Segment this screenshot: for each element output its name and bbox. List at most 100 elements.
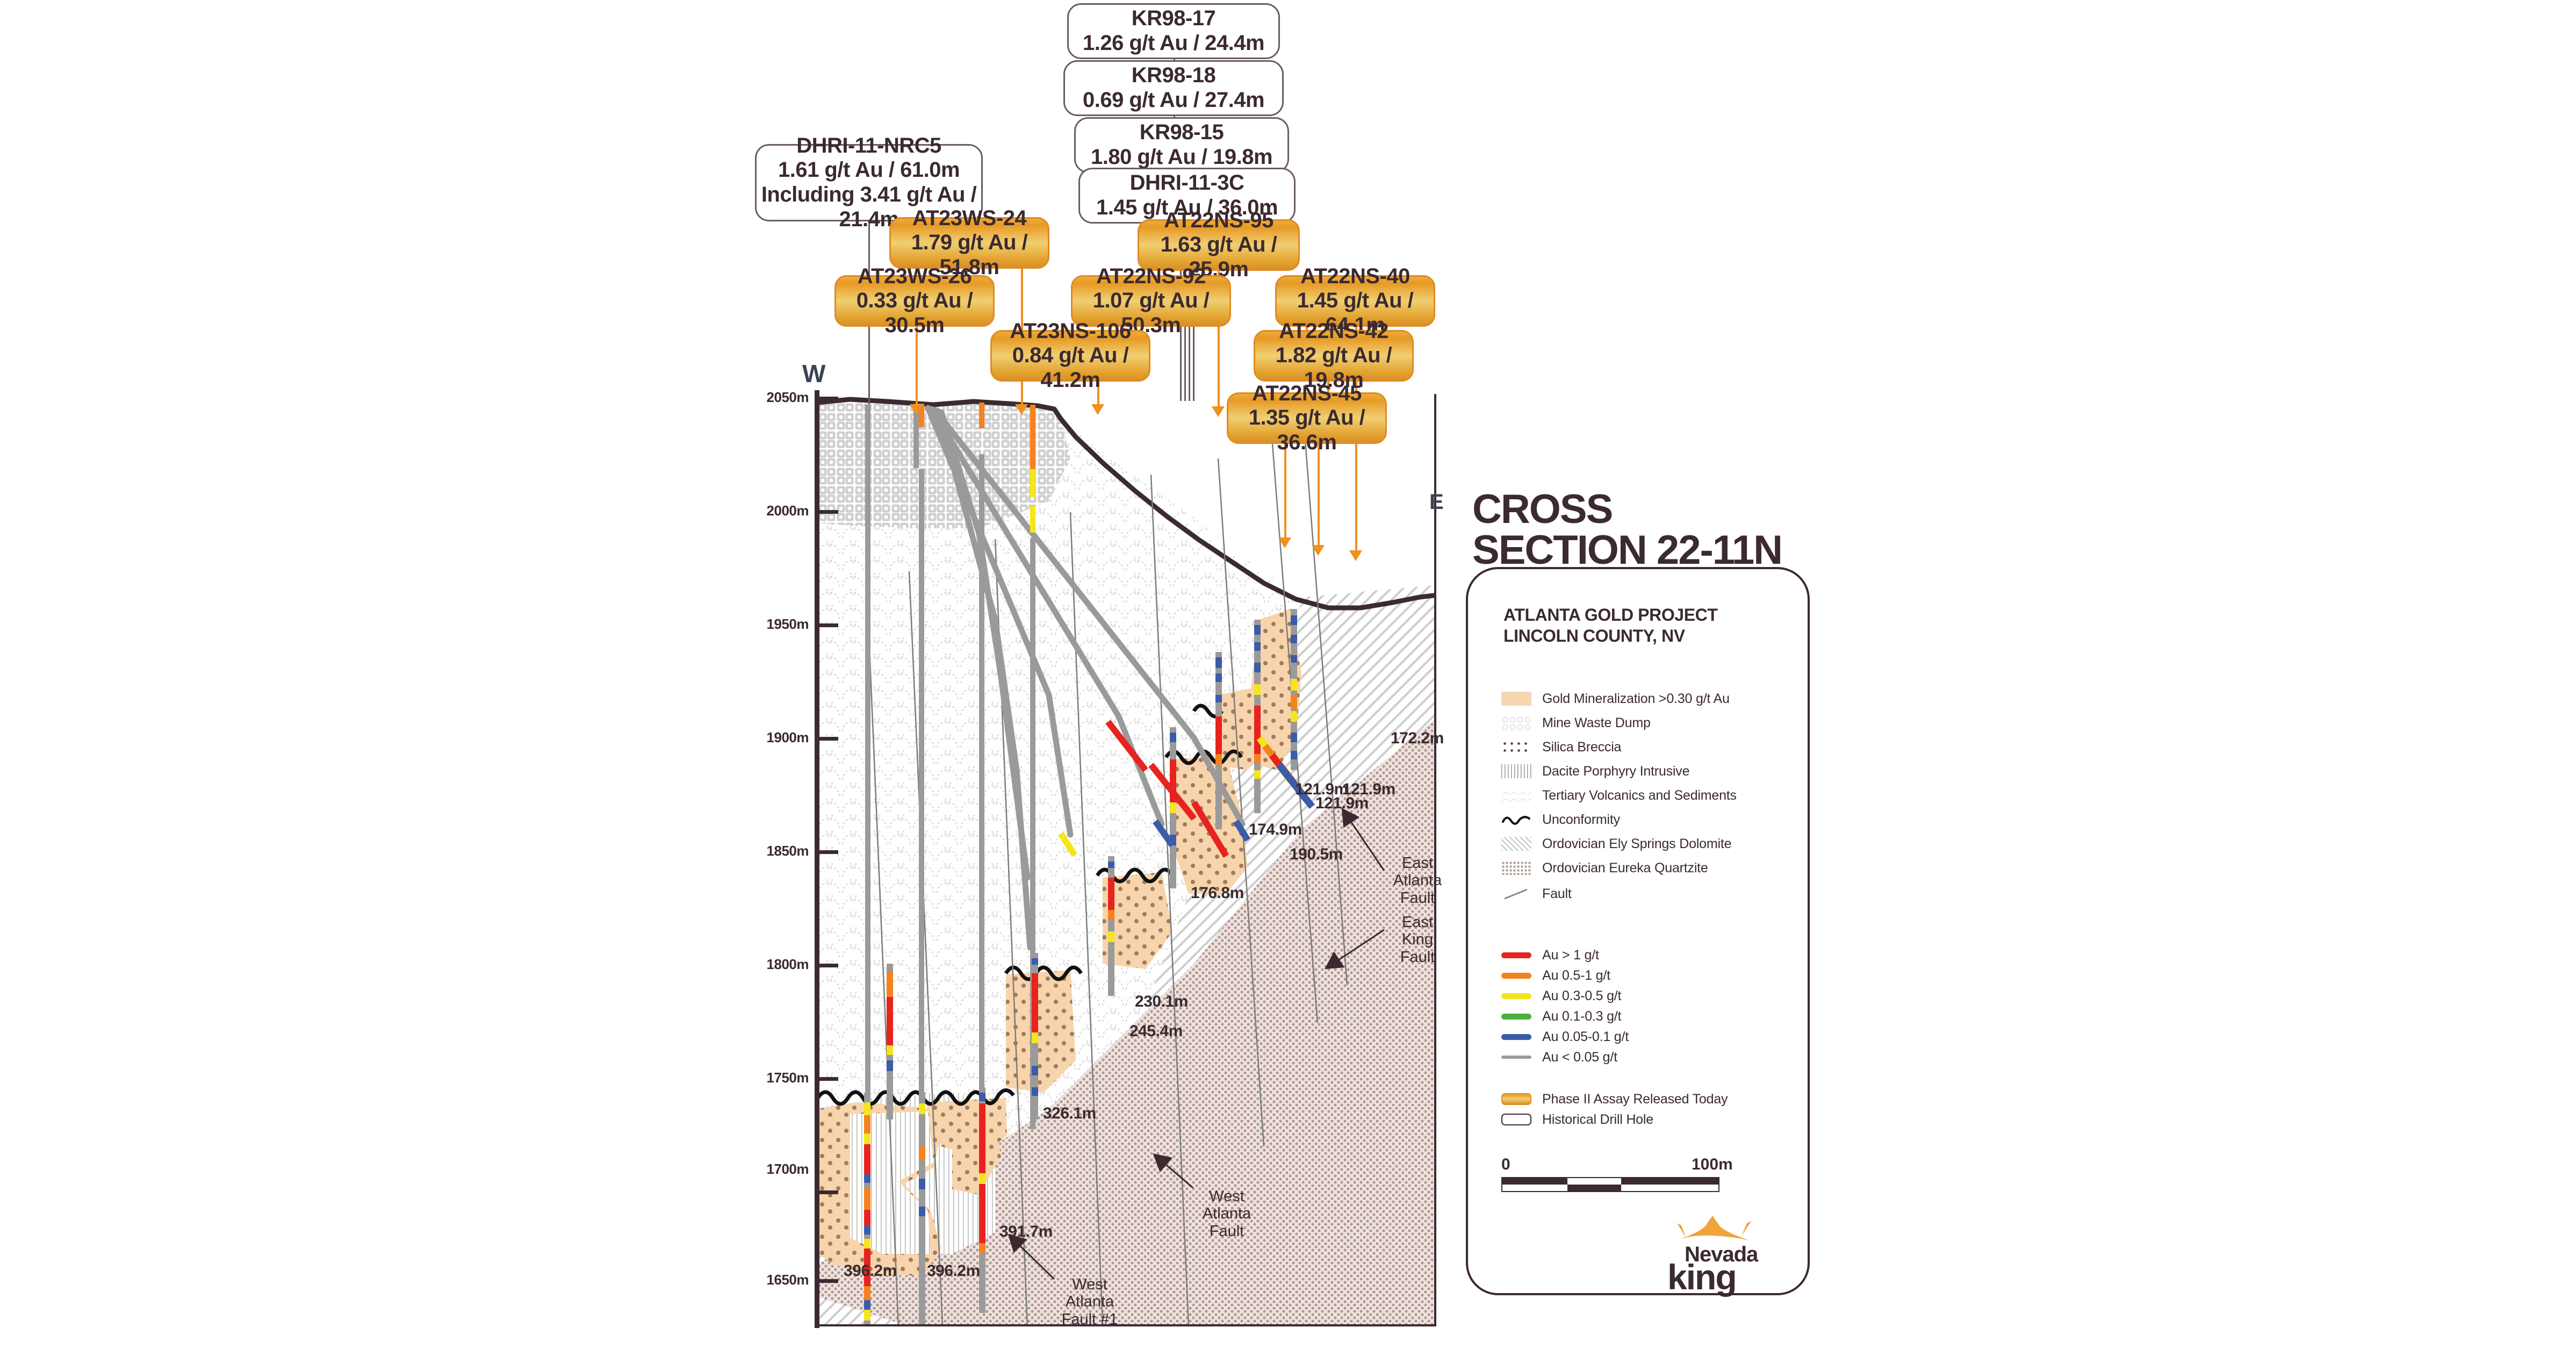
leader-arrowhead — [1015, 404, 1028, 415]
legend-label: Gold Mineralization >0.30 g/t Au — [1542, 691, 1730, 706]
dacite-porphyry-swatch — [1501, 764, 1531, 778]
legend-card — [1466, 567, 1810, 1295]
elevation-axis — [815, 390, 819, 1328]
callout-assay: 1.26 g/t Au / 24.4m — [1082, 31, 1265, 55]
callout-hole-id: AT22NS-92 — [1096, 264, 1206, 288]
depth-label-172-2: 172.2m — [1391, 729, 1444, 747]
legend-label: Tertiary Volcanics and Sediments — [1542, 787, 1737, 803]
legend-item-gold-mineralization: Gold Mineralization >0.30 g/t Au — [1501, 691, 1730, 707]
axis-tick — [817, 1279, 838, 1283]
legend-label: Au 0.05-0.1 g/t — [1542, 1029, 1629, 1044]
callout-dhri-11-3c[interactable]: DHRI-11-3C 1.45 g/t Au / 36.0m — [1078, 168, 1296, 224]
drill-hole-trace — [979, 454, 984, 1123]
callout-kr98-15[interactable]: KR98-15 1.80 g/t Au / 19.8m — [1074, 117, 1289, 173]
legend-item-au-01-03: Au 0.1-0.3 g/t — [1501, 1008, 1622, 1024]
legend-label: Fault — [1542, 886, 1572, 901]
legend-label: Au 0.3-0.5 g/t — [1542, 988, 1622, 1003]
east-assay-intervals — [1256, 736, 1315, 809]
scale-end-label: 100m — [1692, 1156, 1733, 1173]
leader-line — [1355, 444, 1357, 551]
legend-label: Phase II Assay Released Today — [1542, 1091, 1728, 1107]
callout-assay: 1.61 g/t Au / 61.0m — [778, 158, 960, 182]
axis-label-1850: 1850m — [766, 843, 809, 859]
leader-line — [1097, 382, 1099, 407]
phase2-assay-swatch — [1501, 1093, 1531, 1105]
axis-label-2000: 2000m — [766, 503, 809, 519]
callout-at23ws-24[interactable]: AT23WS-24 1.79 g/t Au / 51.8m — [889, 206, 1049, 279]
drill-hole-trace — [865, 405, 870, 1114]
crown-icon — [1677, 1216, 1751, 1240]
legend-item-eureka-quartzite: Ordovician Eureka Quartzite — [1501, 860, 1708, 876]
callout-hole-id: AT22NS-95 — [1164, 208, 1273, 232]
leader-line — [1318, 444, 1320, 546]
legend-item-mine-waste-dump: Mine Waste Dump — [1501, 715, 1651, 731]
callout-assay: 1.45 g/t Au / 36.0m — [1096, 196, 1278, 219]
callout-assay: 1.80 g/t Au / 19.8m — [1090, 145, 1273, 169]
direction-marker-west: W — [802, 360, 826, 388]
callout-assay: 1.35 g/t Au / 36.6m — [1248, 406, 1365, 454]
axis-tick — [817, 964, 838, 967]
axis-tick — [817, 510, 838, 514]
fault-label-west-atlanta: West Atlanta Fault — [1202, 1188, 1251, 1240]
legend-item-fault: Fault — [1501, 886, 1572, 902]
callout-hole-id: AT23WS-24 — [912, 206, 1027, 230]
legend-item-au-05-1: Au 0.5-1 g/t — [1501, 967, 1610, 984]
legend-item-au-gt1: Au > 1 g/t — [1501, 947, 1599, 963]
axis-label-1750: 1750m — [766, 1070, 809, 1086]
au-05-1-swatch — [1501, 972, 1531, 979]
au-03-05-swatch — [1501, 993, 1531, 999]
callout-hole-id: AT22NS-45 — [1252, 381, 1362, 405]
depth-label-190-5: 190.5m — [1290, 845, 1343, 863]
callout-at23ws-26[interactable]: AT23WS-26 0.33 g/t Au / 30.5m — [834, 264, 995, 337]
callout-at22ns-45[interactable]: AT22NS-45 1.35 g/t Au / 36.6m — [1227, 382, 1387, 454]
callout-at22ns-42[interactable]: AT22NS-42 1.82 g/t Au / 19.8m — [1254, 319, 1414, 392]
callout-assay: 1.45 g/t Au / 64.1m — [1297, 289, 1414, 337]
fault-label-east-atlanta: East Atlanta Fault — [1393, 855, 1442, 907]
axis-tick — [817, 397, 838, 400]
logo-text-nevada: Nevada — [1685, 1243, 1758, 1266]
drill-hole-trace — [1030, 538, 1035, 1129]
legend-item-unconformity: Unconformity — [1501, 812, 1620, 828]
legend-label: Au 0.5-1 g/t — [1542, 967, 1610, 983]
axis-tick — [817, 737, 838, 741]
scale-bar — [1501, 1177, 1719, 1192]
assay-segment — [1030, 506, 1035, 533]
legend-label: Au < 0.05 g/t — [1542, 1049, 1617, 1065]
callout-at22ns-92[interactable]: AT22NS-92 1.07 g/t Au / 50.3m — [1071, 264, 1231, 337]
leader-arrowhead — [1349, 550, 1362, 561]
callout-hole-id: AT22NS-40 — [1300, 264, 1410, 288]
legend-item-historical-hole: Historical Drill Hole — [1501, 1111, 1653, 1128]
direction-marker-east: E — [1429, 490, 1444, 514]
nevada-king-logo: Nevada king — [1652, 1209, 1787, 1297]
tertiary-volcanics-swatch — [1501, 788, 1531, 802]
axis-tick — [817, 623, 838, 627]
gold-mineralization-swatch — [1501, 692, 1531, 706]
eureka-quartzite-swatch — [1501, 861, 1531, 875]
callout-at23ns-106[interactable]: AT23NS-106 0.84 g/t Au / 41.2m — [990, 319, 1150, 392]
leader-arrowhead — [910, 404, 923, 415]
legend-item-au-03-05: Au 0.3-0.5 g/t — [1501, 988, 1622, 1004]
au-gt1-swatch — [1501, 952, 1531, 958]
callout-at22ns-95[interactable]: AT22NS-95 1.63 g/t Au / 25.9m — [1138, 209, 1300, 281]
callout-hole-id: AT22NS-42 — [1279, 319, 1388, 343]
callout-hole-id: DHRI-11-NRC5 — [796, 133, 941, 157]
axis-tick — [817, 1077, 838, 1081]
callout-hole-id: KR98-18 — [1131, 63, 1216, 88]
legend-label: Ordovician Eureka Quartzite — [1542, 860, 1708, 876]
assay-segment — [1030, 405, 1035, 469]
callout-assay: 0.84 g/t Au / 41.2m — [1012, 343, 1129, 392]
axis-label-1700: 1700m — [766, 1161, 809, 1177]
callout-kr98-18[interactable]: KR98-18 0.69 g/t Au / 27.4m — [1063, 60, 1284, 116]
au-01-03-swatch — [1501, 1013, 1531, 1020]
axis-label-2050: 2050m — [766, 389, 809, 405]
callout-at22ns-40[interactable]: AT22NS-40 1.45 g/t Au / 64.1m — [1275, 264, 1435, 337]
callout-hole-id: AT23NS-106 — [1010, 319, 1131, 343]
axis-label-1950: 1950m — [766, 616, 809, 632]
axis-tick — [817, 850, 838, 854]
assay-segment — [919, 404, 924, 427]
callout-dhri-11-nrc5[interactable]: DHRI-11-NRC5 1.61 g/t Au / 61.0m Includi… — [755, 134, 983, 231]
axis-label-1900: 1900m — [766, 729, 809, 745]
callout-assay-including: Including 3.41 g/t Au / 21.4m — [761, 183, 977, 231]
callout-kr98-17[interactable]: KR98-17 1.26 g/t Au / 24.4m — [1067, 3, 1280, 59]
legend-item-ely-springs-dolomite: Ordovician Ely Springs Dolomite — [1501, 836, 1731, 852]
